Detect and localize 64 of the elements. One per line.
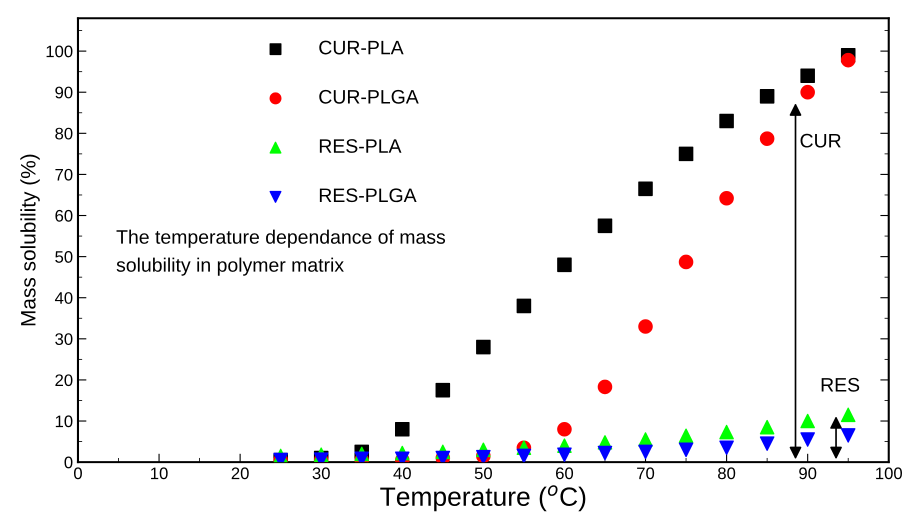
point	[840, 428, 856, 443]
y-tick-label: 80	[55, 128, 72, 140]
legend-label: CUR-PLA	[319, 40, 404, 54]
x-tick-label: 90	[799, 467, 816, 480]
point	[800, 432, 815, 447]
point	[760, 89, 774, 104]
point	[678, 442, 694, 458]
point	[719, 424, 734, 440]
point	[638, 319, 653, 334]
legend-label: RES-PLGA	[320, 188, 417, 202]
x-tick-label: 0	[74, 467, 82, 480]
y-tick-label: 90	[55, 86, 72, 98]
point	[638, 444, 653, 460]
y-tick-label: 50	[55, 251, 72, 263]
y-tick-label: 40	[54, 292, 72, 304]
x-tick-label: 50	[474, 467, 492, 480]
point	[719, 440, 734, 456]
x-axis-title: Temperature ($^{o}$C)	[380, 485, 586, 512]
point	[760, 436, 774, 451]
x-tick-label: 70	[637, 467, 654, 480]
point	[516, 298, 532, 314]
x-tick-label: 100	[876, 467, 902, 480]
point	[719, 114, 734, 128]
point	[557, 422, 572, 437]
y-tick-label: 60	[55, 210, 72, 222]
x-tick-label: 10	[151, 467, 168, 480]
point	[557, 447, 572, 462]
point	[678, 428, 694, 444]
point	[840, 52, 856, 68]
legend-label: RES-PLA	[320, 139, 402, 153]
x-tick-label: 80	[718, 467, 736, 480]
point	[760, 420, 774, 434]
point	[598, 446, 612, 460]
y-tick-label: 70	[55, 168, 72, 181]
x-tick-label: 40	[393, 467, 411, 480]
y-tick-label: 0	[64, 456, 72, 468]
point	[800, 68, 815, 84]
annotation: The temperature dependance of mass solubility in polymer matrix	[116, 230, 446, 276]
legend-label: CUR-PLGA	[319, 90, 419, 104]
point	[719, 190, 734, 206]
y-axis-title: Mass solubility (%)	[20, 154, 40, 326]
point	[638, 182, 653, 196]
annotation: CUR	[800, 134, 841, 148]
point	[598, 380, 612, 394]
annotation: RES	[822, 378, 860, 392]
point	[598, 218, 612, 234]
point	[760, 131, 774, 146]
point	[557, 258, 572, 272]
x-tick-label: 60	[556, 467, 574, 480]
x-tick-label: 30	[312, 467, 330, 480]
point	[395, 422, 410, 437]
point	[840, 408, 856, 422]
y-tick-label: 20	[55, 374, 72, 386]
point	[516, 448, 532, 462]
x-tick-label: 20	[232, 467, 249, 480]
point	[476, 340, 491, 354]
point	[800, 414, 815, 428]
point	[678, 146, 694, 162]
y-tick-label: 100	[46, 46, 72, 58]
y-tick-label: 10	[56, 415, 72, 428]
point	[800, 84, 815, 100]
point	[678, 254, 694, 270]
y-tick-label: 30	[55, 333, 72, 346]
point	[436, 382, 450, 398]
